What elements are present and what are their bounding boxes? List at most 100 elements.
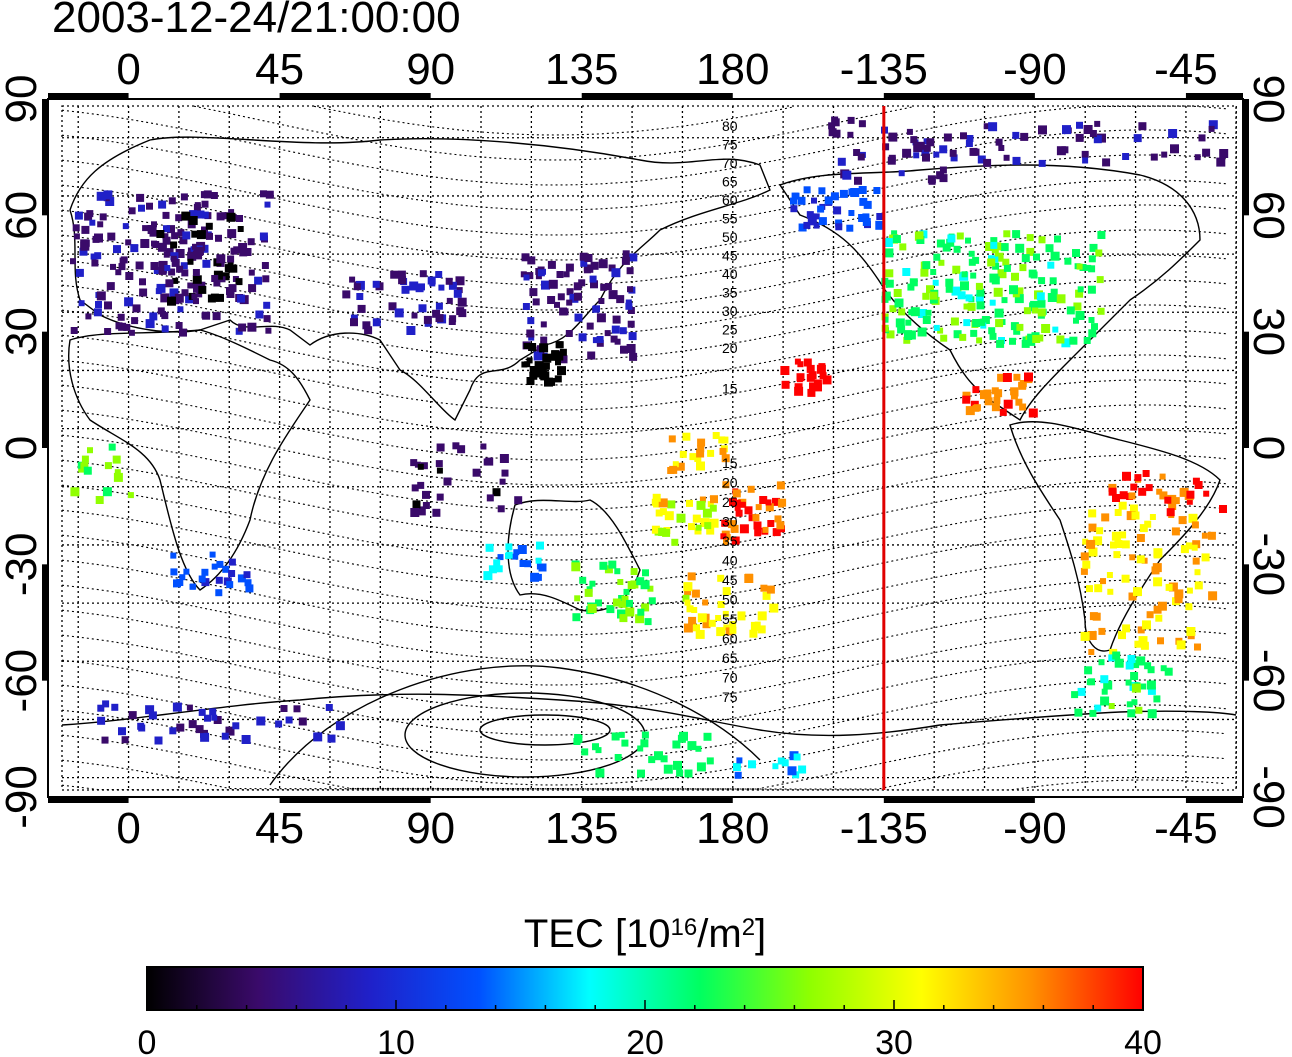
- tec-pixel: [1011, 272, 1019, 281]
- tec-pixel: [1201, 553, 1210, 562]
- tec-pixel: [265, 190, 274, 199]
- tec-pixel: [905, 319, 912, 326]
- tec-pixel: [696, 500, 706, 510]
- tec-pixel: [1081, 150, 1089, 158]
- tec-pixel: [523, 343, 530, 349]
- tec-pixel: [1026, 234, 1034, 242]
- tec-pixel: [1110, 541, 1117, 549]
- tec-pixel: [1094, 704, 1102, 712]
- tec-pixel: [990, 237, 998, 245]
- tec-pixel: [1076, 121, 1083, 129]
- bottom-lon-tick-label: 90: [406, 804, 455, 853]
- tec-pixel: [667, 500, 676, 509]
- tec-pixel: [778, 498, 787, 507]
- tec-pixel: [499, 454, 509, 463]
- tec-pixel: [118, 263, 126, 271]
- tec-pixel: [483, 571, 493, 581]
- tec-pixel: [1191, 544, 1198, 551]
- tec-pixel: [261, 262, 269, 269]
- tec-pixel: [1009, 337, 1016, 345]
- map-timestamp: 2003-12-24/21:00:00: [52, 0, 461, 42]
- tec-pixel: [207, 294, 216, 303]
- tec-pixel: [781, 380, 790, 389]
- tec-pixel: [215, 576, 223, 584]
- tec-pixel: [968, 258, 976, 266]
- tec-pixel: [1164, 496, 1172, 504]
- tec-pixel: [180, 193, 188, 201]
- tec-pixel: [1107, 588, 1114, 595]
- tec-pixel: [589, 275, 597, 283]
- tec-pixel: [937, 327, 944, 334]
- tec-pixel: [579, 576, 587, 584]
- tec-pixel: [1018, 381, 1027, 390]
- tec-pixel: [1108, 703, 1115, 709]
- tec-pixel: [723, 539, 729, 546]
- tec-pixel: [1174, 595, 1183, 604]
- tec-pixel: [983, 123, 990, 130]
- tec-pixel: [209, 708, 217, 716]
- tec-pixel: [136, 193, 145, 202]
- tec-pixel: [1194, 643, 1201, 651]
- tec-pixel: [683, 582, 693, 592]
- tec-pixel: [1164, 667, 1173, 676]
- tec-pixel: [1153, 605, 1162, 614]
- tec-pixel: [113, 472, 123, 482]
- tec-pixel: [927, 175, 936, 184]
- tec-pixel: [1130, 672, 1139, 680]
- frame-border-segment: [1243, 331, 1249, 448]
- tec-pixel: [1075, 311, 1085, 320]
- tec-pixel: [1147, 709, 1157, 719]
- tec-pixel: [956, 232, 964, 240]
- tec-pixel: [1030, 271, 1038, 279]
- tec-pixel: [1014, 294, 1024, 304]
- maglat-label: 75: [722, 137, 738, 153]
- tec-pixel: [1002, 258, 1010, 266]
- tec-pixel: [1144, 662, 1152, 670]
- tec-pixel: [1142, 620, 1151, 630]
- tec-pixel: [1019, 264, 1027, 272]
- tec-pixel: [709, 504, 717, 512]
- tec-pixel: [604, 283, 612, 291]
- tec-pixel: [611, 732, 620, 741]
- tec-pixel: [776, 481, 785, 490]
- tec-pixel: [565, 330, 573, 337]
- tec-pixel: [154, 736, 163, 745]
- tec-pixel: [798, 223, 807, 232]
- tec-pixel: [527, 317, 535, 325]
- tec-pixel: [686, 605, 694, 613]
- tec-pixel: [572, 613, 581, 622]
- tec-pixel: [744, 573, 753, 582]
- tec-pixel: [696, 461, 705, 471]
- tec-pixel: [961, 271, 968, 278]
- tec-pixel: [156, 230, 165, 238]
- tec-pixel: [190, 583, 197, 590]
- tec-pixel: [926, 138, 935, 147]
- tec-pixel: [737, 611, 746, 620]
- tec-pixel: [712, 432, 720, 439]
- frame-border-segment: [42, 331, 48, 448]
- tec-pixel: [682, 594, 690, 602]
- tec-pixel: [248, 269, 255, 276]
- tec-pixel: [854, 176, 862, 185]
- tec-pixel: [996, 339, 1005, 348]
- tec-pixel: [228, 570, 236, 577]
- tec-pixel: [111, 703, 119, 711]
- tec-pixel: [90, 253, 97, 260]
- tec-pixel: [420, 462, 428, 470]
- tec-pixel: [457, 297, 467, 307]
- tec-pixel: [973, 404, 981, 412]
- tec-pixel: [893, 289, 902, 297]
- tec-pixel: [186, 704, 193, 711]
- tec-pixel: [1038, 277, 1046, 285]
- tec-pixel: [213, 270, 223, 280]
- tec-pixel: [589, 580, 596, 587]
- tec-pixel: [493, 559, 501, 567]
- tec-pixel: [1121, 540, 1130, 549]
- tec-pixel: [204, 714, 211, 722]
- tec-pixel: [128, 711, 137, 720]
- tec-pixel: [176, 723, 185, 732]
- tec-pixel: [1028, 338, 1036, 346]
- tec-pixel: [172, 277, 179, 284]
- tec-pixel: [1186, 498, 1193, 505]
- tec-pixel: [1082, 560, 1091, 569]
